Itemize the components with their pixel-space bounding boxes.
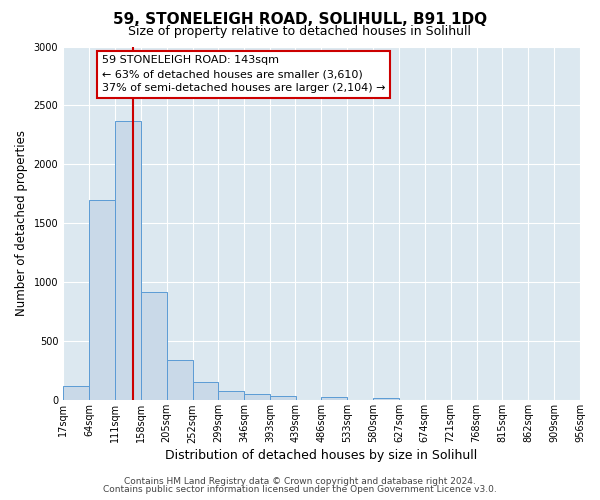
Bar [193, 382, 218, 400]
Bar [115, 121, 141, 400]
Text: Contains public sector information licensed under the Open Government Licence v3: Contains public sector information licen… [103, 485, 497, 494]
Bar [244, 394, 270, 400]
Text: 59 STONELEIGH ROAD: 143sqm
← 63% of detached houses are smaller (3,610)
37% of s: 59 STONELEIGH ROAD: 143sqm ← 63% of deta… [102, 56, 385, 94]
Bar [218, 391, 244, 400]
Bar [270, 396, 296, 400]
Text: Contains HM Land Registry data © Crown copyright and database right 2024.: Contains HM Land Registry data © Crown c… [124, 477, 476, 486]
Bar [141, 292, 167, 401]
X-axis label: Distribution of detached houses by size in Solihull: Distribution of detached houses by size … [166, 450, 478, 462]
Bar [89, 200, 115, 400]
Bar [373, 398, 399, 400]
Y-axis label: Number of detached properties: Number of detached properties [15, 130, 28, 316]
Bar [322, 398, 347, 400]
Text: Size of property relative to detached houses in Solihull: Size of property relative to detached ho… [128, 25, 472, 38]
Bar [167, 360, 193, 401]
Bar [63, 386, 89, 400]
Text: 59, STONELEIGH ROAD, SOLIHULL, B91 1DQ: 59, STONELEIGH ROAD, SOLIHULL, B91 1DQ [113, 12, 487, 28]
